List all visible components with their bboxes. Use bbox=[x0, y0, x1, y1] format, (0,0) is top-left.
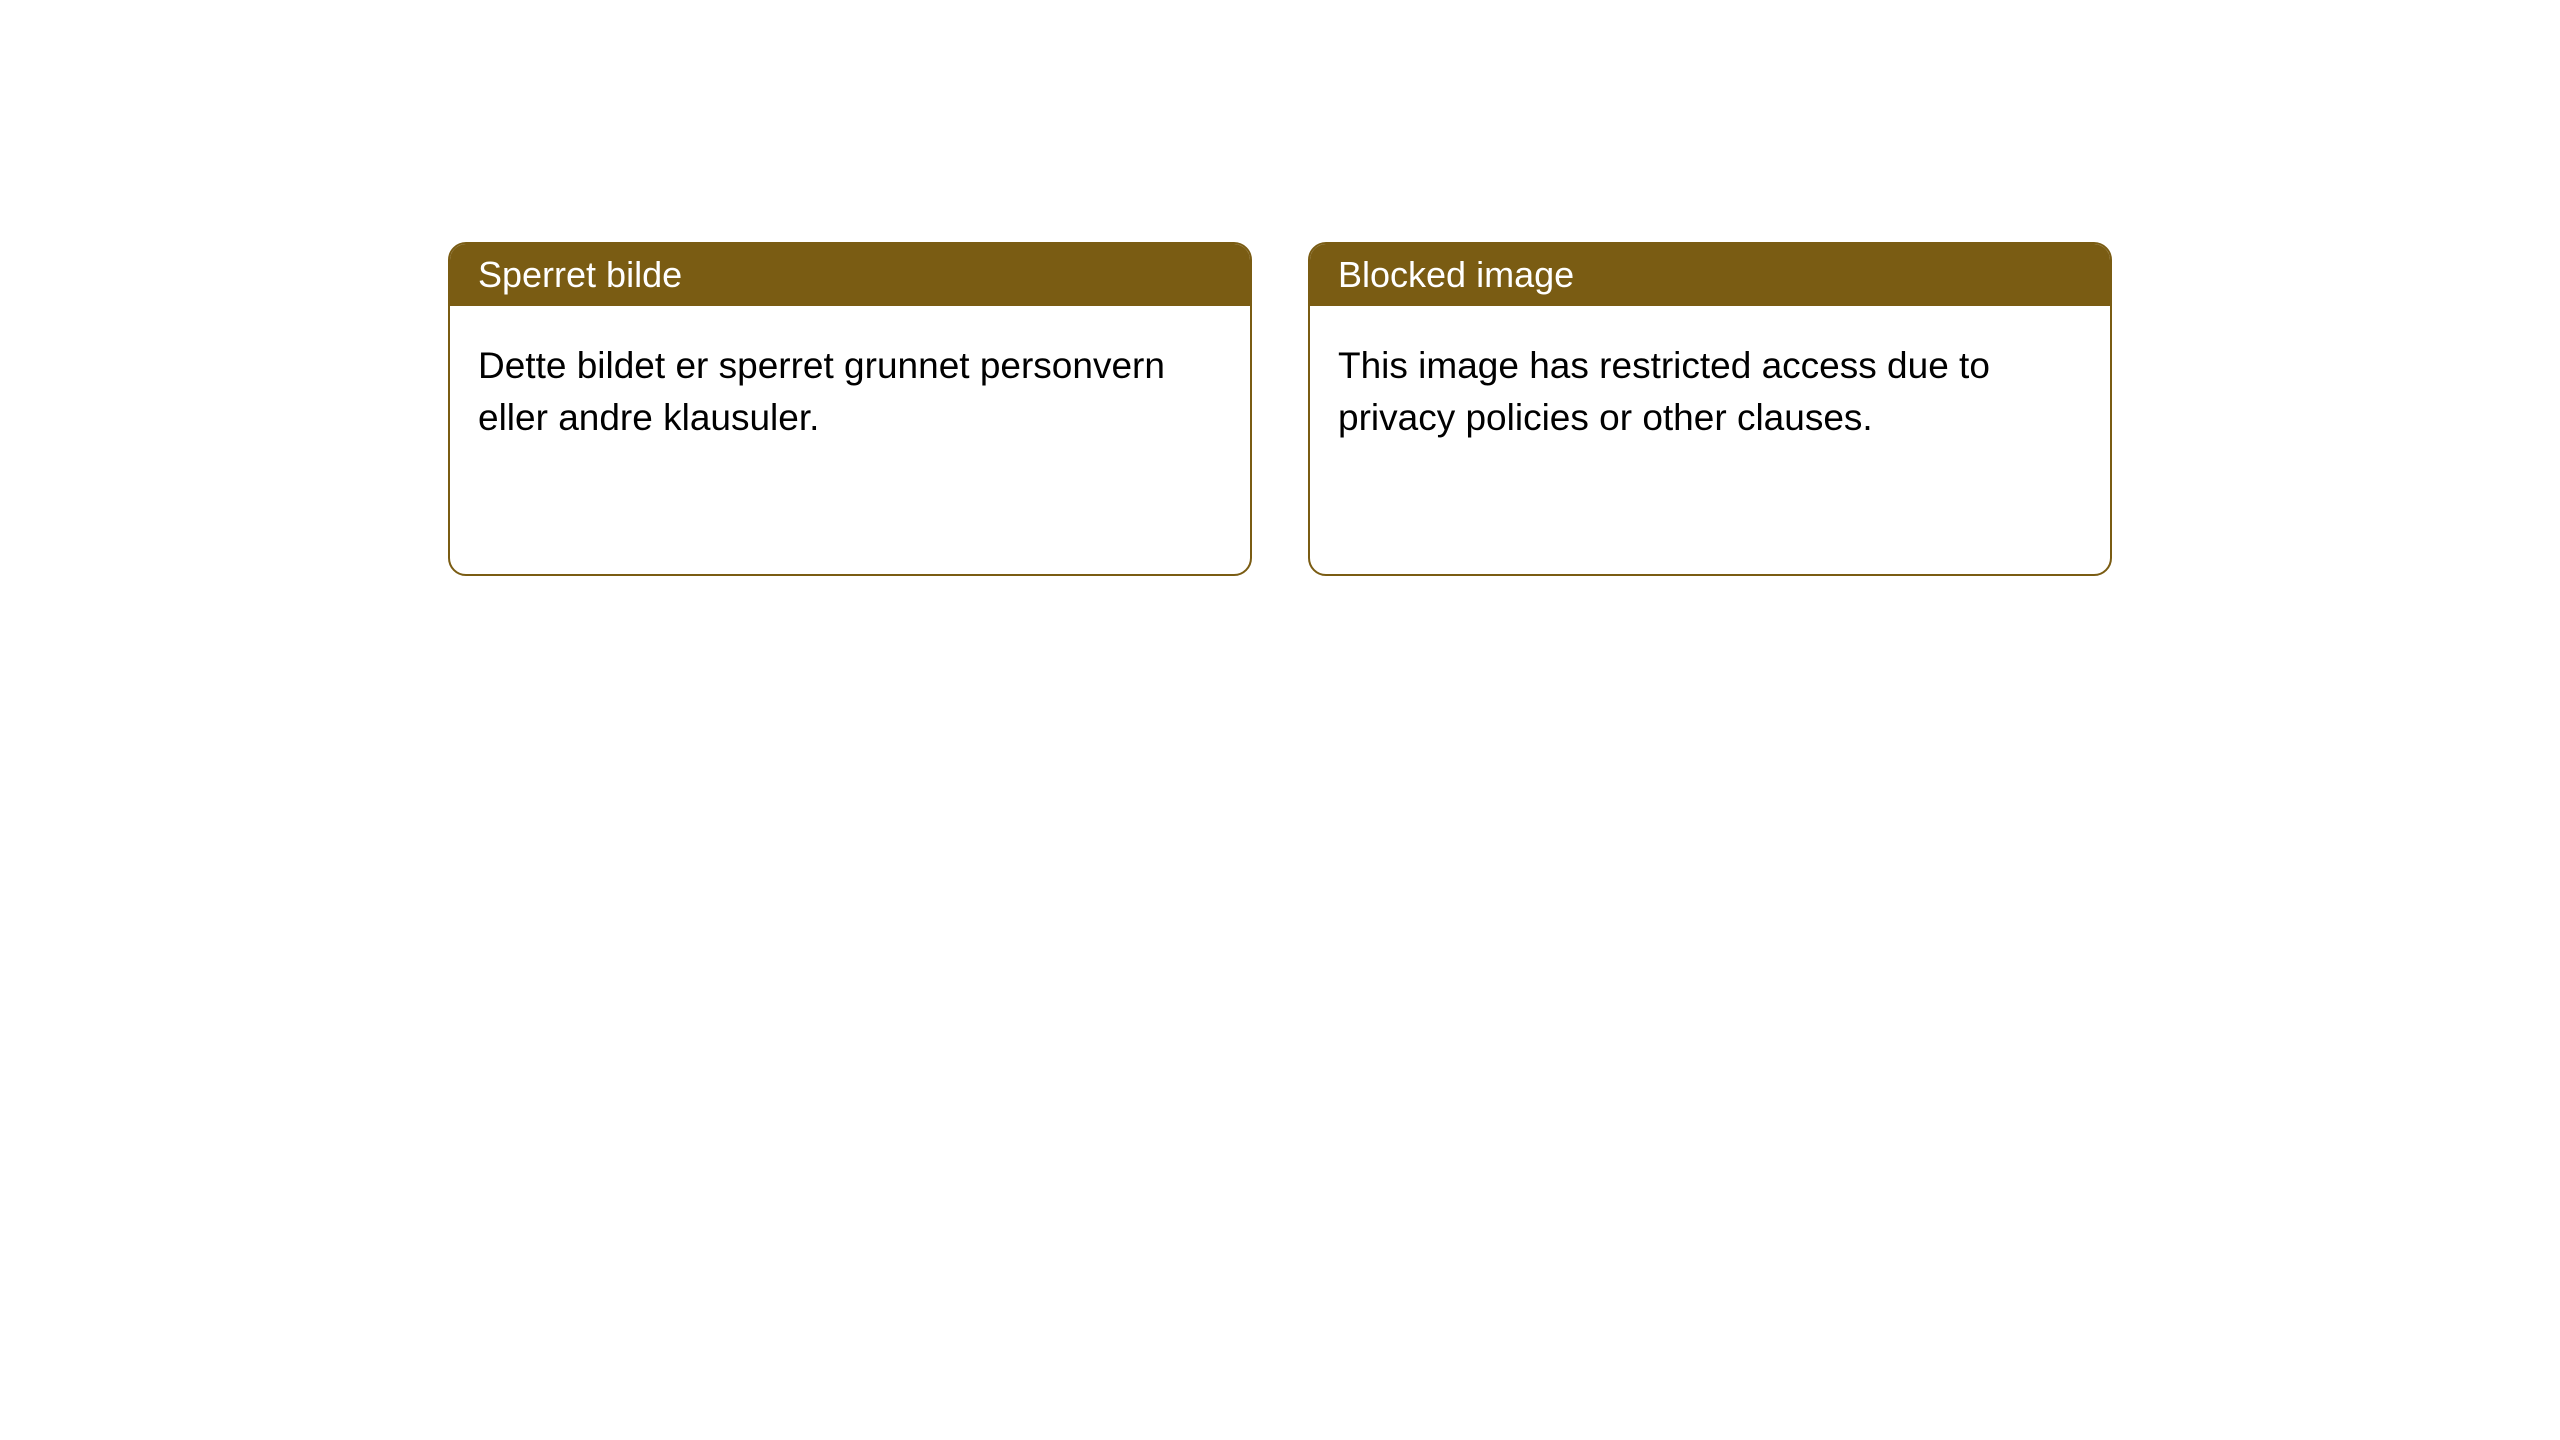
card-header: Sperret bilde bbox=[450, 244, 1250, 306]
blocked-image-card-norwegian: Sperret bilde Dette bildet er sperret gr… bbox=[448, 242, 1252, 576]
card-body-text: Dette bildet er sperret grunnet personve… bbox=[478, 345, 1165, 438]
card-body: Dette bildet er sperret grunnet personve… bbox=[450, 306, 1250, 478]
cards-container: Sperret bilde Dette bildet er sperret gr… bbox=[0, 0, 2560, 576]
card-body: This image has restricted access due to … bbox=[1310, 306, 2110, 478]
card-header: Blocked image bbox=[1310, 244, 2110, 306]
card-title: Sperret bilde bbox=[478, 254, 682, 296]
card-body-text: This image has restricted access due to … bbox=[1338, 345, 1990, 438]
blocked-image-card-english: Blocked image This image has restricted … bbox=[1308, 242, 2112, 576]
card-title: Blocked image bbox=[1338, 254, 1574, 296]
